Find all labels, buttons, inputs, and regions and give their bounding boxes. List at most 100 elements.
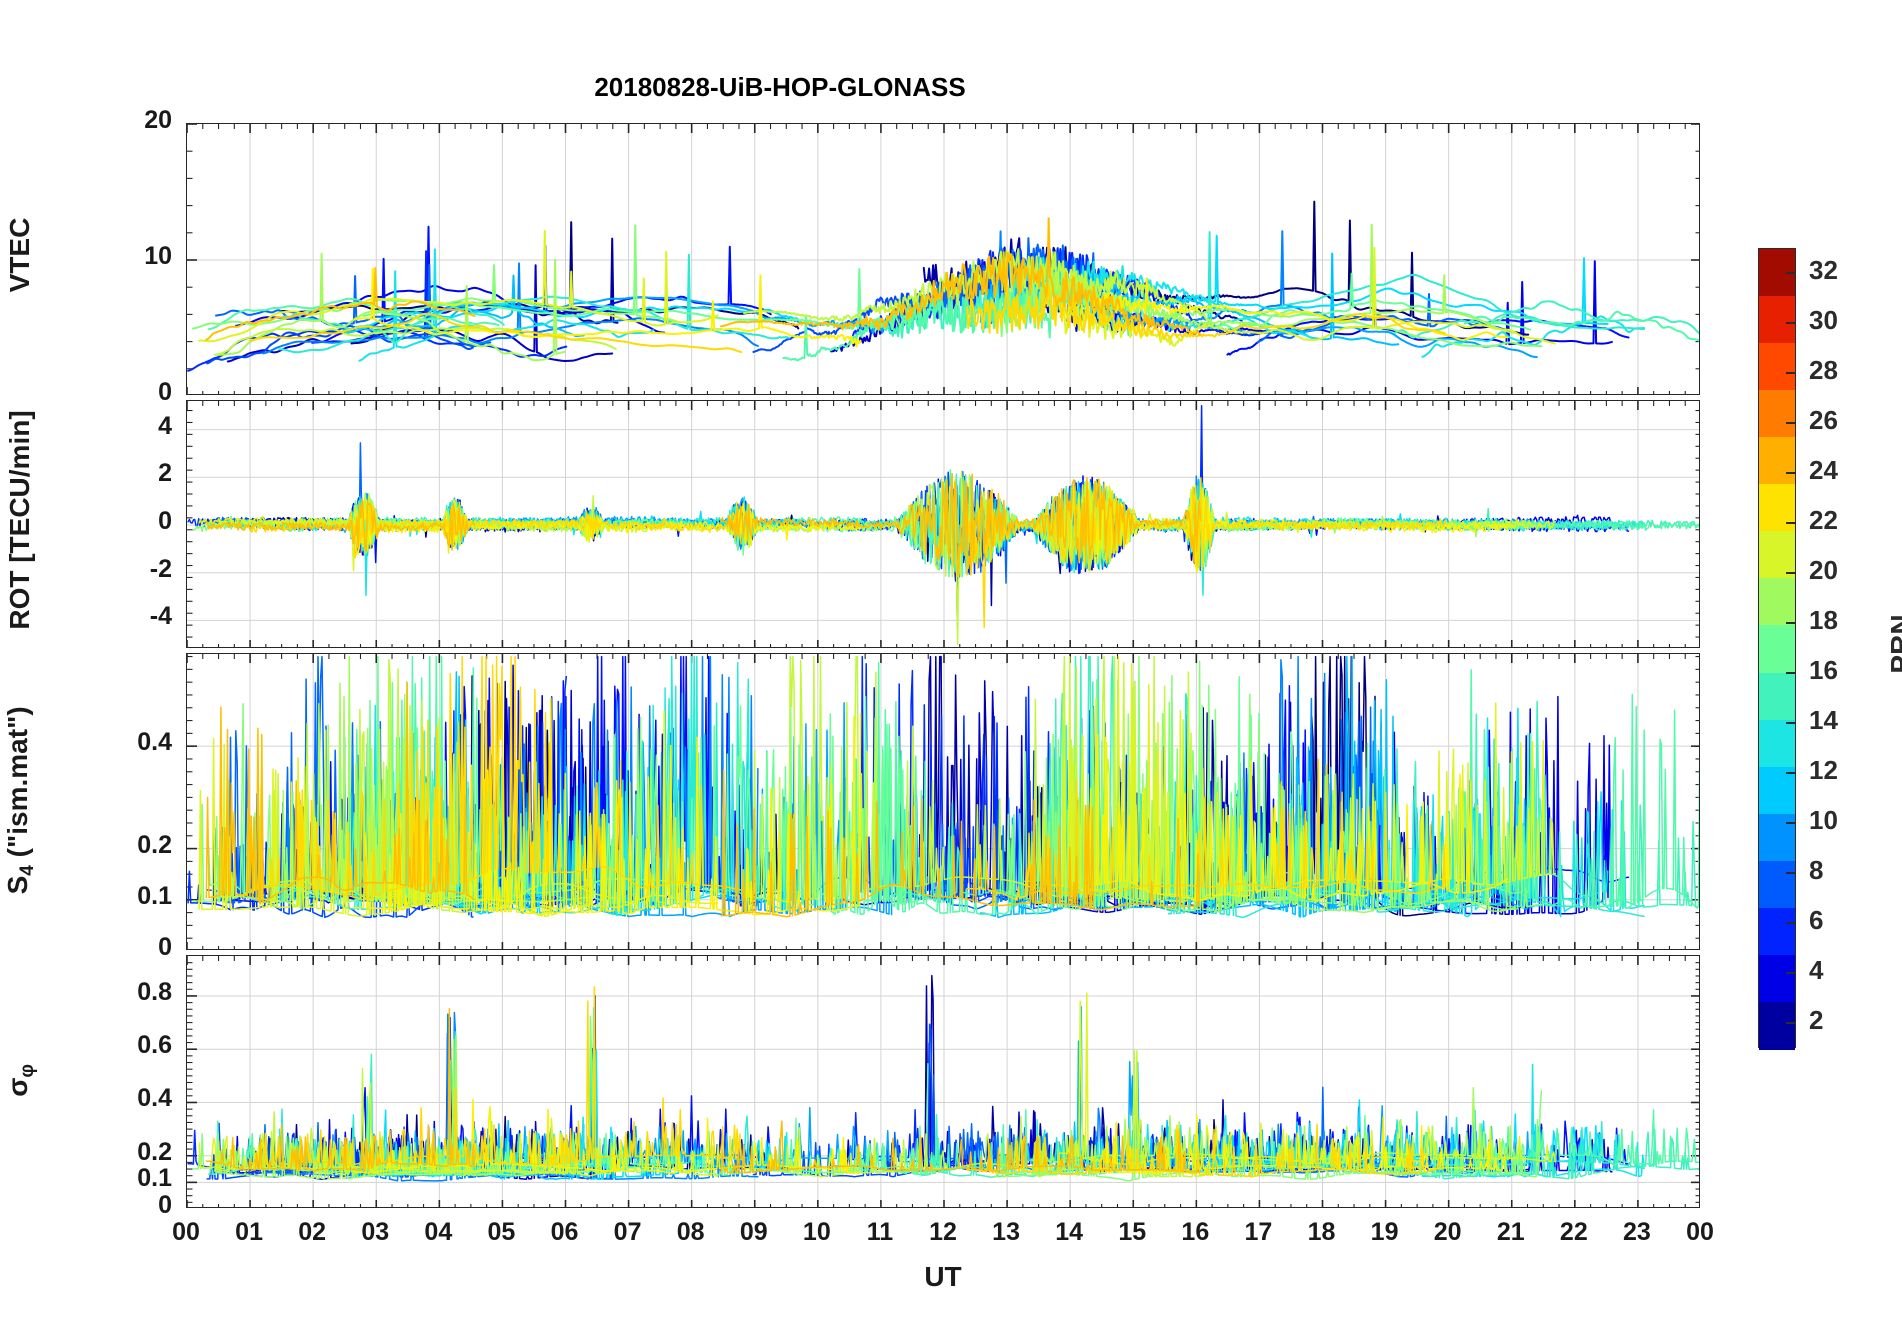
colorbar-tick-label: 32 (1809, 255, 1838, 285)
colorbar-tick-mark (1786, 822, 1795, 824)
y-tick-label-vtec: 10 (144, 242, 172, 270)
x-tick-label: 01 (235, 1218, 263, 1246)
colorbar-tick-mark (1786, 622, 1795, 624)
colorbar-segment (1759, 672, 1795, 721)
y-tick-label-sigma-phi: 0.4 (137, 1084, 172, 1113)
colorbar-segment (1759, 954, 1795, 1003)
y-axis-label-sigma-phi: σφ (1, 1063, 38, 1097)
x-tick-label: 08 (676, 1218, 705, 1246)
x-tick-label: 09 (739, 1218, 768, 1246)
colorbar-tick-mark (1786, 322, 1795, 324)
x-tick-label: 22 (1559, 1218, 1588, 1246)
colorbar-tick-mark (1786, 872, 1795, 874)
colorbar-segment (1759, 719, 1795, 768)
x-tick-label: 16 (1181, 1218, 1210, 1246)
y-tick-label-rot: 4 (158, 411, 172, 440)
y-tick-label-vtec: 0 (158, 378, 172, 406)
x-tick-label: 11 (866, 1218, 894, 1246)
colorbar-segment (1759, 860, 1795, 909)
x-tick-label: 00 (1686, 1218, 1714, 1246)
colorbar-tick-label: 2 (1809, 1005, 1824, 1035)
y-tick-label-sigma-phi: 0.1 (137, 1164, 172, 1193)
y-tick-label-sigma-phi: 0.6 (137, 1031, 172, 1060)
colorbar-tick-mark (1786, 422, 1795, 424)
colorbar-tick-label: 26 (1809, 405, 1838, 435)
y-tick-label-rot: 0 (158, 507, 172, 535)
x-tick-label: 04 (424, 1218, 453, 1246)
colorbar-tick-mark (1786, 472, 1795, 474)
colorbar-tick-label: 16 (1809, 655, 1838, 685)
colorbar-segment (1759, 1001, 1795, 1050)
x-tick-label: 15 (1118, 1218, 1147, 1246)
colorbar-tick-label: 12 (1809, 755, 1838, 785)
y-tick-label-sigma-phi: 0.8 (137, 977, 172, 1006)
colorbar-tick-label: 30 (1809, 305, 1838, 335)
x-tick-label: 06 (550, 1218, 579, 1246)
plot-panel-rot (186, 400, 1700, 648)
colorbar-tick-label: 8 (1809, 855, 1824, 885)
colorbar-tick-label: 20 (1809, 555, 1838, 585)
colorbar-tick-mark (1786, 522, 1795, 524)
x-tick-label: 12 (929, 1218, 957, 1246)
colorbar-segment (1759, 531, 1795, 580)
colorbar-axis-label: PRN (1885, 614, 1902, 674)
colorbar-tick-label: 22 (1809, 505, 1838, 535)
y-tick-label-rot: -4 (149, 602, 172, 631)
x-tick-label: 05 (487, 1218, 516, 1246)
colorbar-tick-label: 6 (1809, 905, 1824, 935)
colorbar-tick-label: 10 (1809, 805, 1838, 835)
plot-panel-vtec (186, 123, 1700, 395)
colorbar-tick-label: 14 (1809, 705, 1838, 735)
plot-panel-s4 (186, 653, 1700, 950)
colorbar (1758, 248, 1796, 1050)
data-traces-vtec (187, 200, 1699, 372)
x-tick-label: 10 (802, 1218, 831, 1246)
y-tick-label-s4: 0 (158, 933, 172, 961)
colorbar-segment (1759, 437, 1795, 485)
gridlines (187, 124, 1699, 394)
x-tick-label: 20 (1433, 1218, 1462, 1246)
y-tick-label-sigma-phi: 0.2 (137, 1137, 172, 1166)
data-traces-sigma-phi (187, 974, 1699, 1182)
colorbar-tick-mark (1786, 372, 1795, 374)
y-tick-label-rot: -2 (149, 554, 172, 583)
colorbar-segment (1759, 390, 1795, 438)
x-tick-label: 14 (1055, 1218, 1084, 1246)
colorbar-segment (1759, 813, 1795, 862)
colorbar-segment (1759, 484, 1795, 533)
x-tick-label: 02 (298, 1218, 327, 1246)
colorbar-segment (1759, 766, 1795, 815)
x-tick-label: 17 (1244, 1218, 1273, 1246)
colorbar-tick-mark (1786, 722, 1795, 724)
colorbar-tick-mark (1786, 1022, 1795, 1024)
y-tick-label-s4: 0.2 (137, 830, 172, 859)
colorbar-tick-mark (1786, 972, 1795, 974)
data-traces-rot (187, 405, 1699, 645)
colorbar-tick-mark (1786, 672, 1795, 674)
x-tick-label: 21 (1496, 1218, 1525, 1246)
x-tick-label: 19 (1370, 1218, 1399, 1246)
colorbar-segment (1759, 625, 1795, 674)
y-tick-label-s4: 0.4 (137, 728, 172, 757)
colorbar-tick-mark (1786, 572, 1795, 574)
colorbar-tick-label: 4 (1809, 955, 1824, 985)
page-title: 20180828-UiB-HOP-GLONASS (594, 72, 966, 102)
x-tick-label: 23 (1623, 1218, 1651, 1246)
x-tick-label: 18 (1307, 1218, 1336, 1246)
y-tick-label-vtec: 20 (144, 106, 172, 134)
x-tick-label: 13 (992, 1218, 1020, 1246)
colorbar-tick-label: 24 (1809, 455, 1838, 485)
colorbar-tick-mark (1786, 272, 1795, 274)
colorbar-segment (1759, 296, 1795, 344)
colorbar-segment (1759, 578, 1795, 627)
colorbar-tick-label: 28 (1809, 355, 1838, 385)
y-tick-label-rot: 2 (158, 459, 172, 488)
x-tick-label: 03 (361, 1218, 390, 1246)
plot-panel-sigma-phi (186, 955, 1700, 1208)
colorbar-tick-mark (1786, 922, 1795, 924)
x-tick-label: 07 (613, 1218, 642, 1246)
x-tick-label: 00 (172, 1218, 200, 1246)
colorbar-tick-label: 18 (1809, 605, 1838, 635)
colorbar-segment (1759, 907, 1795, 956)
y-tick-label-sigma-phi: 0 (158, 1191, 172, 1219)
